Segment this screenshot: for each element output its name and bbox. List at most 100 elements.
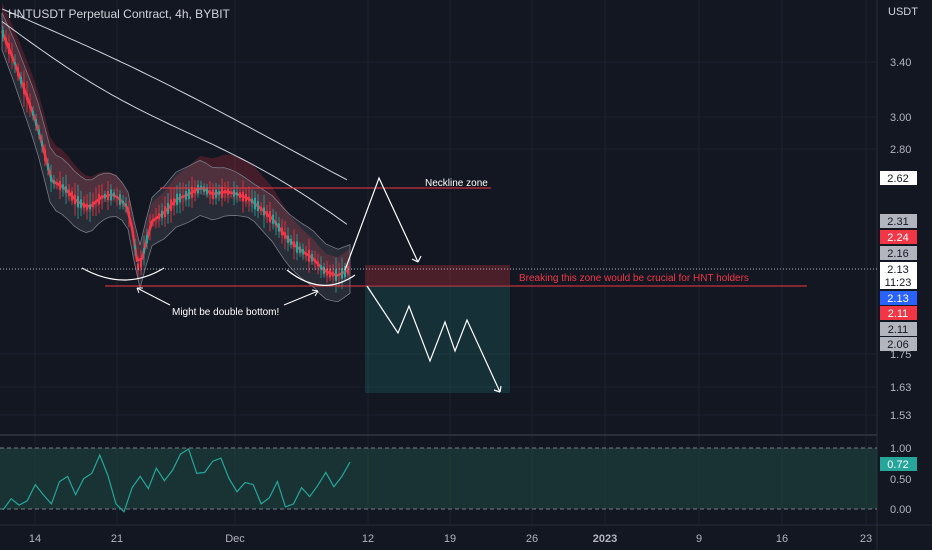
price-badge (880, 262, 917, 276)
candle-body (335, 269, 337, 281)
candle-body (59, 180, 61, 190)
candle-body (65, 186, 67, 193)
candle-body (278, 223, 280, 232)
candle-body (74, 194, 76, 205)
candle-body (92, 201, 94, 208)
candle-body (47, 163, 49, 171)
symbol-title[interactable]: HNTUSDT Perpetual Contract, 4h, BYBIT (8, 7, 230, 21)
candle-body (326, 268, 328, 276)
projection-down (366, 285, 501, 393)
candle-body (146, 234, 148, 244)
candle-body (143, 248, 145, 254)
candle-body (149, 225, 151, 229)
candle-body (215, 189, 217, 198)
candle-body (35, 119, 37, 126)
candle-body (164, 206, 166, 218)
osc-current-text: 0.72 (887, 459, 908, 471)
candle-body (293, 241, 295, 248)
candle-body (83, 202, 85, 208)
osc-tick-label: 0.50 (890, 474, 911, 486)
candle-body (245, 193, 247, 202)
candle-body (158, 213, 160, 220)
price-tick-label: 1.53 (890, 410, 911, 422)
candle-body (113, 192, 115, 197)
candle-body (347, 266, 349, 275)
candle-body (104, 193, 106, 199)
candle-body (2, 29, 4, 38)
candle-body (95, 200, 97, 204)
candle-body (11, 53, 13, 59)
price-tick-label: 3.00 (890, 112, 911, 124)
candle-body (191, 186, 193, 198)
candle-body (23, 82, 25, 95)
price-tick-label: 3.40 (890, 57, 911, 69)
currency-label[interactable]: USDT (888, 6, 918, 18)
candle-body (296, 241, 298, 253)
candle-body (26, 93, 28, 100)
candle-body (86, 203, 88, 210)
resistance-zone (365, 265, 510, 285)
time-tick-label: 9 (696, 533, 702, 545)
price-badge-text: 2.06 (887, 339, 908, 351)
candle-body (137, 263, 139, 271)
double-bottom-label: Might be double bottom! (172, 307, 279, 318)
candle-body (257, 201, 259, 212)
price-badge-text: 2.13 (887, 293, 908, 305)
projection-up (344, 176, 419, 271)
candle-body (308, 249, 310, 262)
price-badge-text: 2.11 (888, 308, 909, 320)
candle-body (71, 191, 73, 201)
candle-body (332, 271, 334, 277)
candle-body (338, 273, 340, 276)
candle-body (197, 184, 199, 194)
price-axis[interactable]: 3.40 3.00 2.80 1.75 1.63 1.53 (890, 57, 911, 422)
candle-body (176, 193, 178, 205)
candle-body (329, 268, 331, 278)
band-layer (1, 12, 351, 303)
price-badge-text: 2.24 (887, 232, 908, 244)
candle-body (161, 210, 163, 218)
candle-body (227, 189, 229, 196)
candle-body (185, 191, 187, 200)
candle-body (341, 268, 343, 279)
candle-body (38, 129, 40, 135)
candle-body (299, 246, 301, 253)
candle-body (221, 186, 223, 198)
price-badge-text: 2.11 (888, 324, 909, 336)
candle-body (209, 190, 211, 195)
price-tick-label: 2.80 (890, 144, 911, 156)
candle-body (254, 197, 256, 210)
time-axis[interactable]: 14 21 Dec 12 19 26 2023 9 16 23 (29, 533, 872, 545)
candle-body (122, 200, 124, 204)
candle-body (242, 191, 244, 202)
grid-lines (0, 0, 877, 525)
candle-body (224, 189, 226, 194)
candle-body (101, 195, 103, 199)
candle-body (128, 211, 130, 217)
price-badge (880, 171, 917, 185)
candle-body (134, 245, 136, 249)
candle-body (116, 195, 118, 199)
time-tick-label: 12 (362, 533, 374, 545)
arrow-right (283, 290, 319, 306)
osc-tick-label: 0.00 (890, 504, 911, 516)
candle-body (182, 195, 184, 199)
breaking-label: Breaking this zone would be crucial for … (519, 273, 749, 284)
ma-mid (1, 21, 348, 225)
candle-body (62, 184, 64, 190)
candle-body (290, 238, 292, 245)
candle-body (248, 196, 250, 202)
candle-body (140, 257, 142, 268)
bollinger-band (1, 12, 351, 303)
candle-body (206, 187, 208, 195)
candle-body (287, 235, 289, 243)
candle-body (251, 198, 253, 204)
candle-body (80, 199, 82, 208)
candle-body (110, 189, 112, 201)
candle-body (32, 110, 34, 116)
price-badge (880, 246, 917, 260)
bottom-arc-2 (286, 269, 356, 286)
candle-body (5, 37, 7, 45)
candle-body (8, 43, 10, 54)
